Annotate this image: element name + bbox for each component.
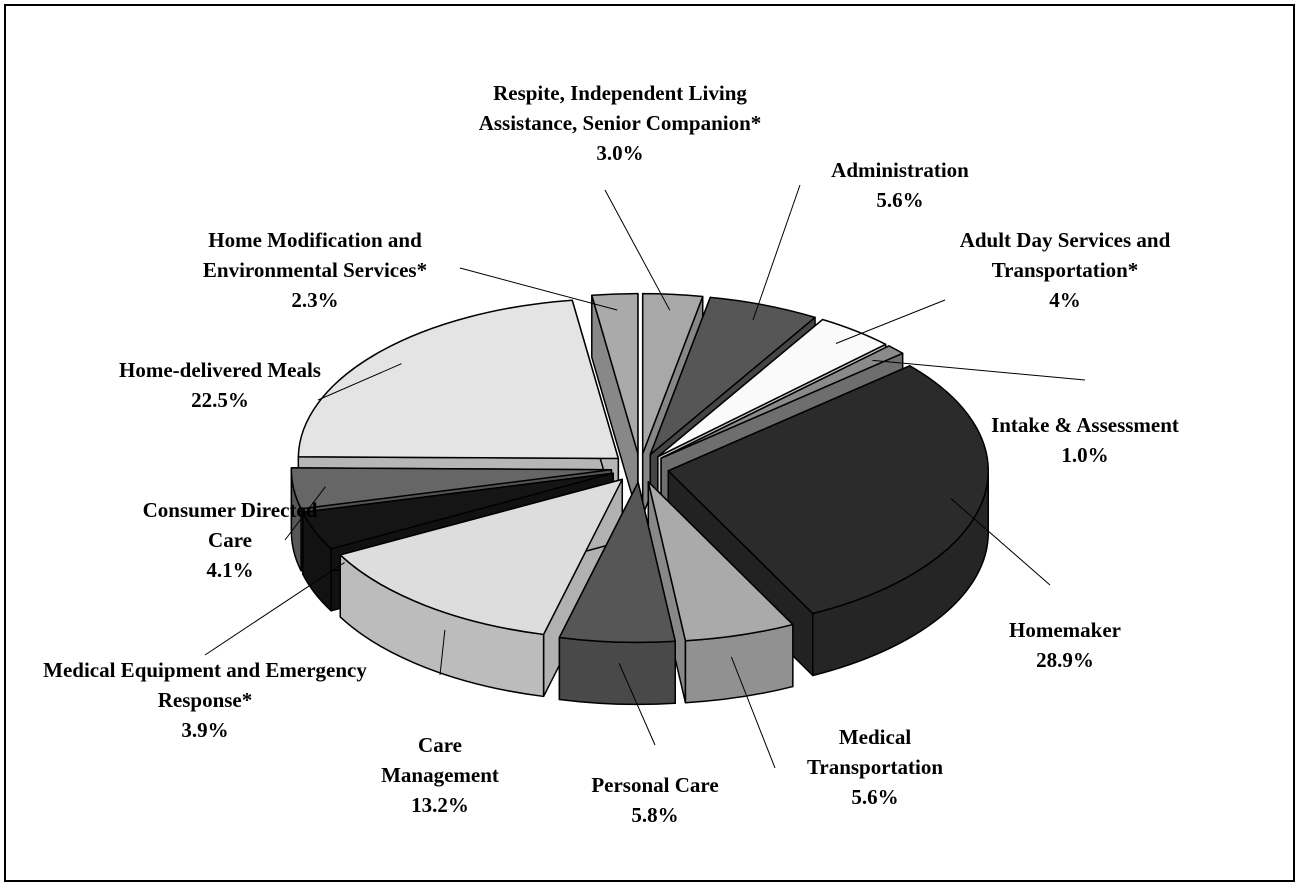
chart-frame [4, 4, 1295, 882]
leader-line [284, 486, 326, 541]
leader-line [950, 498, 1051, 586]
slice-top [641, 292, 704, 455]
slice-value: 3.0% [596, 141, 644, 165]
slice-label: Respite, Independent Living Assistance, … [470, 78, 770, 168]
leader-line [872, 359, 1086, 381]
slice-top [647, 481, 794, 642]
slice-name: Homemaker [1009, 618, 1121, 642]
slice-name: Respite, Independent Living Assistance, … [478, 81, 762, 135]
slice-label: Medical Transportation 5.6% [770, 722, 980, 812]
slice-label: Home-delivered Meals 22.5% [110, 355, 330, 415]
slice-label: Intake & Assessment 1.0% [950, 410, 1220, 470]
slice-name: Administration [831, 158, 969, 182]
slice-top [667, 365, 989, 615]
slice-name: Home-delivered Meals [119, 358, 321, 382]
slice-name: Intake & Assessment [991, 413, 1179, 437]
slice-name: Medical Transportation [806, 725, 944, 779]
leader-line [439, 629, 446, 676]
slice-value: 28.9% [1036, 648, 1094, 672]
leader-line [618, 663, 656, 746]
slice-top [339, 478, 624, 636]
slice-name: Adult Day Services and Transportation* [959, 228, 1171, 282]
slice-top [649, 296, 816, 456]
slice [647, 481, 794, 704]
slice-value: 5.6% [851, 785, 899, 809]
slice-top [591, 292, 639, 455]
slice-value: 13.2% [411, 793, 469, 817]
slice-value: 5.6% [876, 188, 924, 212]
slice-value: 2.3% [291, 288, 339, 312]
leader-line [752, 184, 801, 321]
slice-top [302, 472, 614, 550]
leader-line [604, 189, 671, 311]
slice-label: Care Management 13.2% [370, 730, 510, 820]
slice-name: Consumer Directed Care [142, 498, 318, 552]
slice-label: Medical Equipment and Emergency Response… [40, 655, 370, 745]
slice-label: Administration 5.6% [780, 155, 1020, 215]
slice-outer-wall [558, 636, 676, 706]
slice-label: Homemaker 28.9% [960, 615, 1170, 675]
slice-top [558, 481, 676, 644]
slice-label: Adult Day Services and Transportation* 4% [935, 225, 1195, 315]
leader-line [730, 656, 776, 769]
leader-line [835, 299, 946, 344]
slice-name: Personal Care [591, 773, 719, 797]
slice-top [657, 318, 887, 458]
slice-top [297, 299, 620, 460]
slice-top [290, 467, 613, 510]
slice-label: Consumer Directed Care 4.1% [140, 495, 320, 585]
leader-line [204, 561, 345, 656]
slice-top [660, 345, 904, 459]
slice-value: 22.5% [191, 388, 249, 412]
slice-value: 3.9% [181, 718, 229, 742]
slice-name: Home Modification and Environmental Serv… [202, 228, 428, 282]
leader-line [459, 267, 618, 311]
slice-label: Home Modification and Environmental Serv… [160, 225, 470, 315]
slice-label: Personal Care 5.8% [555, 770, 755, 830]
slice-value: 4% [1049, 288, 1081, 312]
slice [558, 481, 676, 706]
slice-name: Care Management [381, 733, 499, 787]
slice [339, 478, 624, 698]
slice-value: 1.0% [1061, 443, 1109, 467]
leader-line [317, 363, 402, 401]
slice-value: 4.1% [206, 558, 254, 582]
slice-name: Medical Equipment and Emergency Response… [43, 658, 367, 712]
slice-value: 5.8% [631, 803, 679, 827]
